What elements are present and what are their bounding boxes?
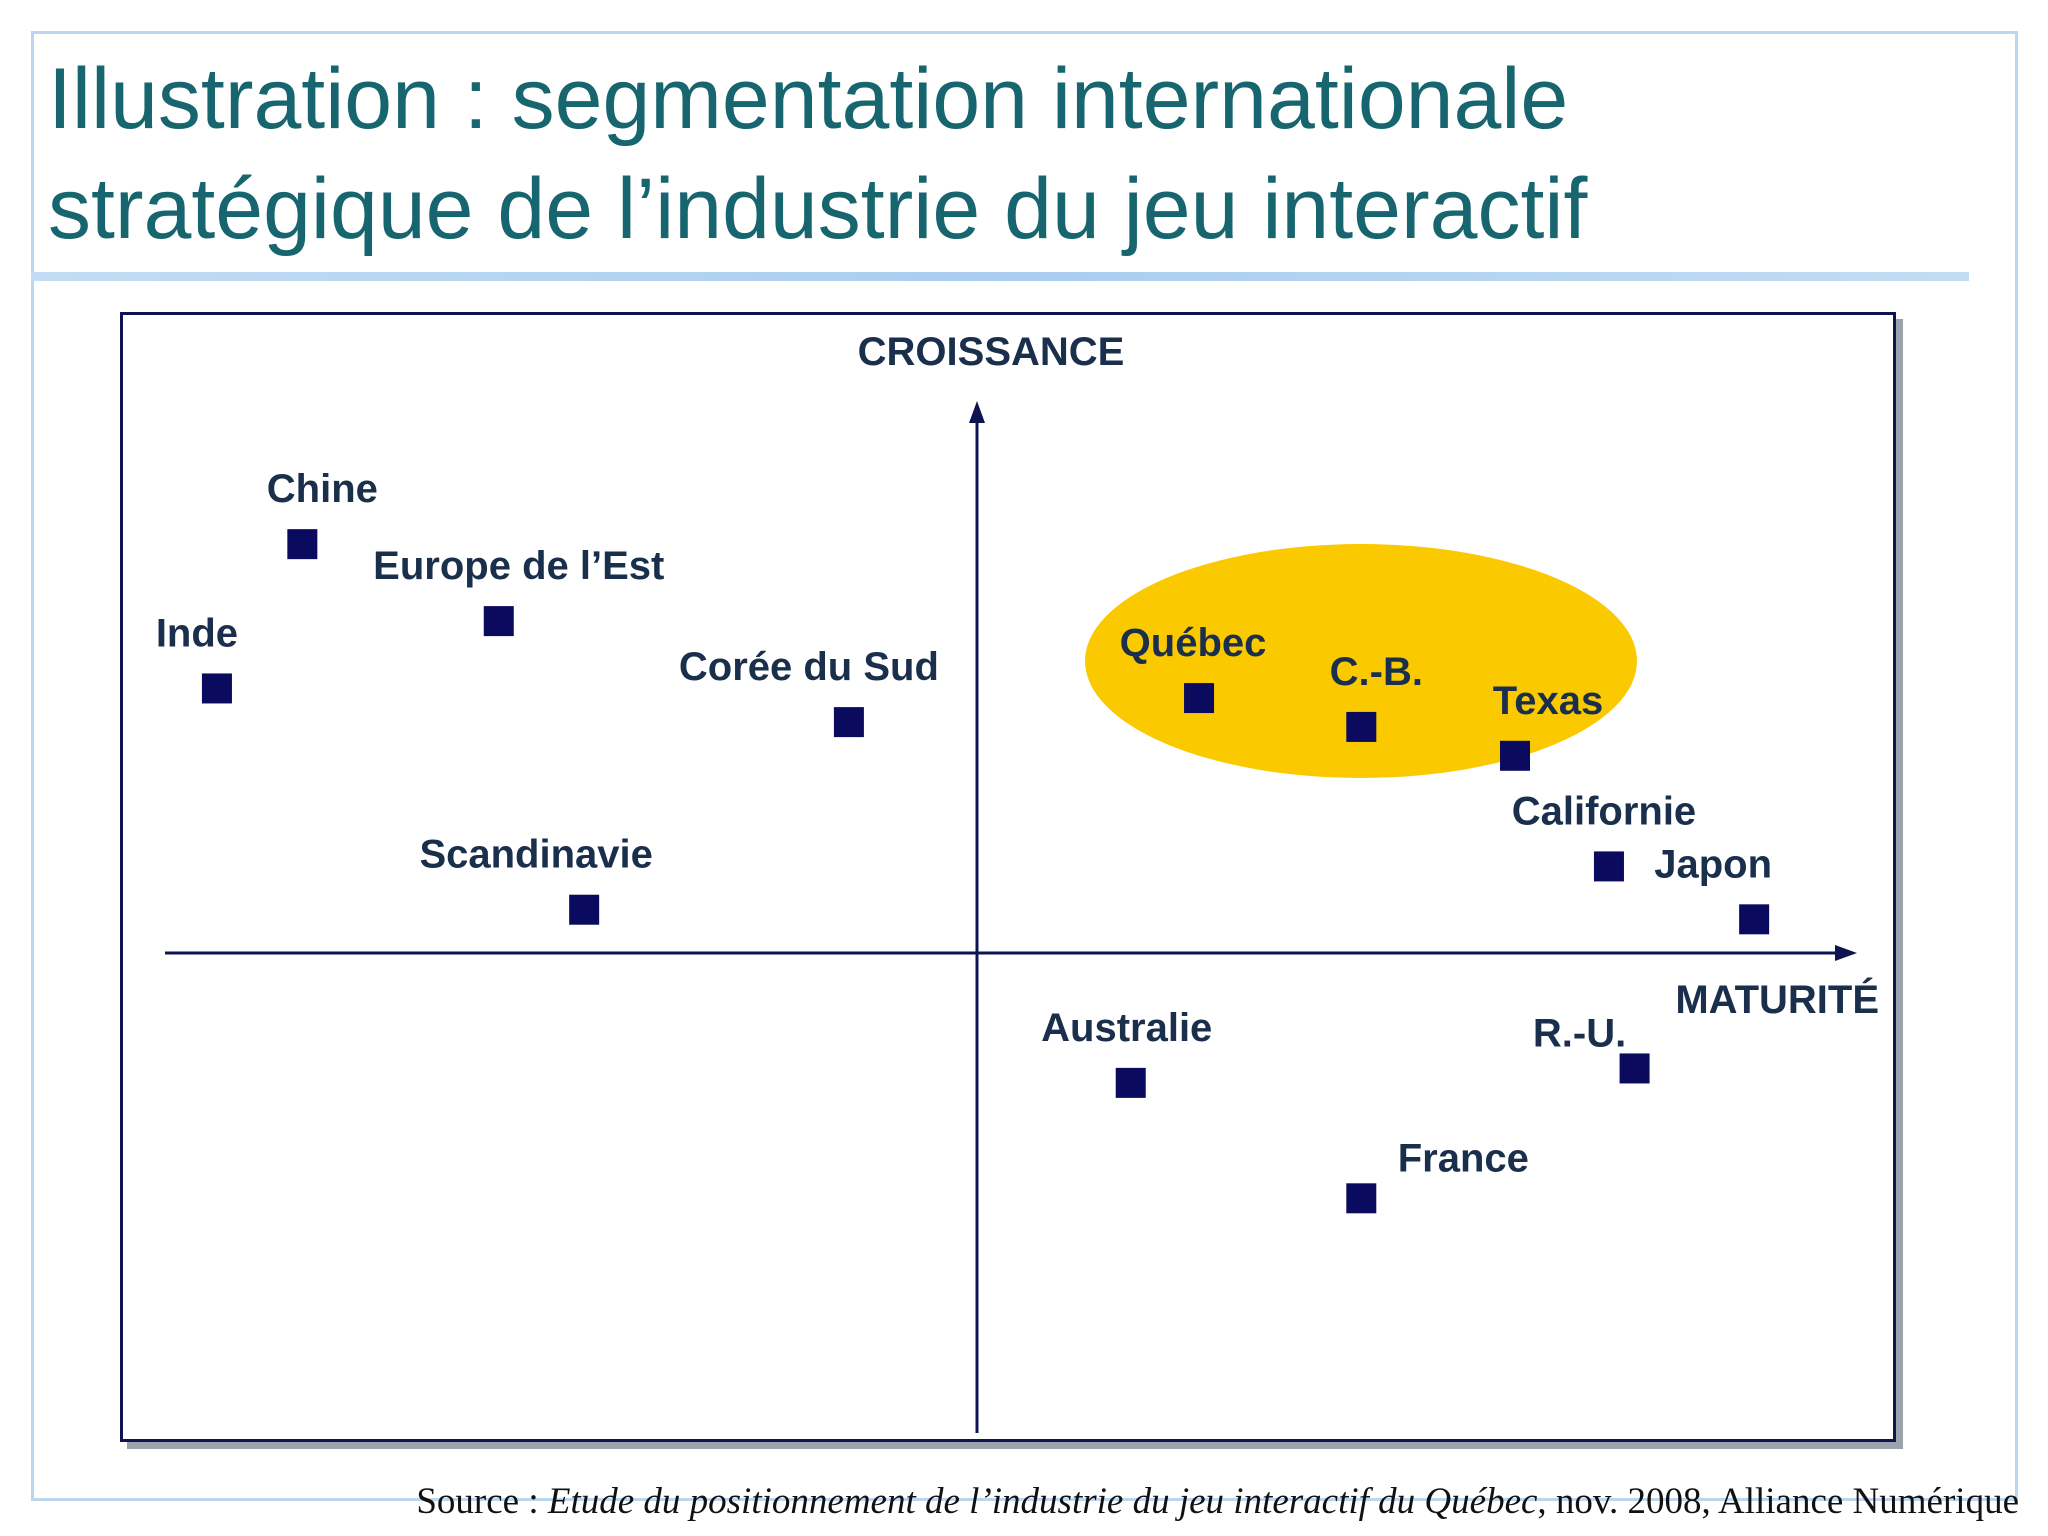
point-label-californie: Californie — [1512, 789, 1696, 833]
point-label-australie: Australie — [1041, 1006, 1212, 1050]
y-axis-arrowhead — [969, 401, 985, 423]
y-axis-title: CROISSANCE — [858, 330, 1125, 374]
point-marker-c-b — [1346, 711, 1377, 742]
point-marker-coree-du-sud — [833, 707, 864, 738]
point-marker-r-u — [1619, 1053, 1650, 1084]
point-marker-scandinavie — [569, 894, 600, 925]
highlight-ellipse — [1085, 544, 1637, 778]
point-label-scandinavie: Scandinavie — [419, 833, 652, 877]
slide-title-line-2: stratégique de l’industrie du jeu intera… — [48, 161, 1588, 257]
title-underline — [31, 272, 1969, 281]
point-label-texas: Texas — [1493, 679, 1603, 723]
data-points-layer: Chine Europe de l’Est Inde Corée du Sud Scan… — [156, 467, 1772, 1214]
point-marker-californie — [1593, 851, 1624, 882]
point-label-coree-du-sud: Corée du Sud — [679, 645, 939, 689]
point-label-inde: Inde — [156, 611, 238, 655]
source-citation: Source : Etude du positionnement de l’in… — [416, 1480, 2019, 1523]
point-marker-quebec — [1184, 683, 1215, 714]
segmentation-chart: CROISSANCE MATURITÉ Chine Europe de l’Est… — [120, 312, 1896, 1442]
point-label-c-b: C.-B. — [1330, 650, 1423, 694]
point-marker-chine — [287, 529, 318, 560]
source-work-title: Etude du positionnement de l’industrie d… — [547, 1481, 1538, 1522]
source-suffix: , nov. 2008, Alliance Numérique — [1537, 1481, 2019, 1522]
point-label-r-u: R.-U. — [1533, 1011, 1626, 1055]
point-marker-france — [1346, 1183, 1377, 1214]
point-marker-japon — [1739, 904, 1770, 935]
point-label-chine: Chine — [267, 467, 378, 511]
point-marker-europe-de-l-est — [483, 606, 514, 637]
point-marker-inde — [201, 673, 232, 704]
point-marker-australie — [1115, 1067, 1146, 1098]
source-prefix: Source : — [416, 1481, 548, 1522]
point-label-europe-de-l-est: Europe de l’Est — [373, 544, 664, 588]
point-label-japon: Japon — [1654, 842, 1772, 886]
slide-title: Illustration : segmentation internationa… — [48, 44, 1948, 264]
x-axis-title: MATURITÉ — [1675, 977, 1879, 1022]
slide-frame — [31, 31, 2018, 1501]
point-label-quebec: Québec — [1120, 621, 1267, 665]
slide-title-line-1: Illustration : segmentation internationa… — [48, 51, 1569, 147]
point-marker-texas — [1500, 740, 1531, 771]
point-label-france: France — [1398, 1136, 1529, 1180]
x-axis-arrowhead — [1835, 945, 1857, 961]
segmentation-chart-svg: CROISSANCE MATURITÉ Chine Europe de l’Est… — [156, 330, 1879, 1433]
